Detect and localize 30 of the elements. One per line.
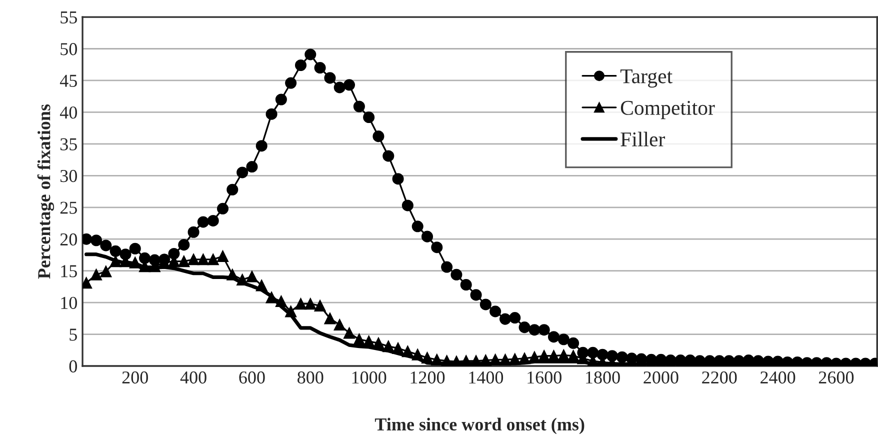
legend-label: Target (620, 69, 672, 88)
x-tick-label: 400 (180, 371, 206, 384)
x-tick-label: 1000 (352, 371, 386, 384)
y-tick-label: 15 (61, 265, 77, 278)
y-tick-label: 10 (61, 296, 77, 310)
legend-label: Competitor (620, 100, 715, 120)
y-tick-label: 35 (60, 138, 77, 150)
y-tick-label: 40 (60, 106, 77, 119)
x-tick-label: 2200 (702, 371, 737, 384)
legend-label: Filler (620, 132, 666, 146)
y-tick-label: 55 (60, 11, 77, 24)
y-tick-label: 25 (60, 202, 77, 214)
y-axis-title: Percentage of fixations (37, 104, 54, 279)
x-tick-label: 800 (298, 371, 324, 384)
x-tick-label: 600 (239, 371, 265, 384)
y-tick-label: 50 (60, 43, 77, 56)
y-tick-label: 30 (60, 170, 77, 182)
y-tick-label: 20 (60, 233, 77, 246)
x-tick-label: 2000 (644, 371, 678, 384)
x-tick-label: 1200 (410, 371, 445, 384)
x-tick-label: 200 (122, 371, 148, 384)
x-axis-title: Time since word onset (ms) (374, 418, 584, 434)
y-tick-label: 5 (70, 328, 77, 341)
y-tick-label: 0 (69, 360, 77, 372)
x-tick-label: 1400 (469, 371, 504, 384)
x-tick-label: 2400 (760, 371, 796, 384)
y-tick-label: 45 (60, 74, 77, 87)
x-tick-label: 2600 (818, 371, 854, 384)
x-tick-label: 1600 (528, 371, 562, 384)
x-tick-label: 1800 (586, 371, 620, 384)
